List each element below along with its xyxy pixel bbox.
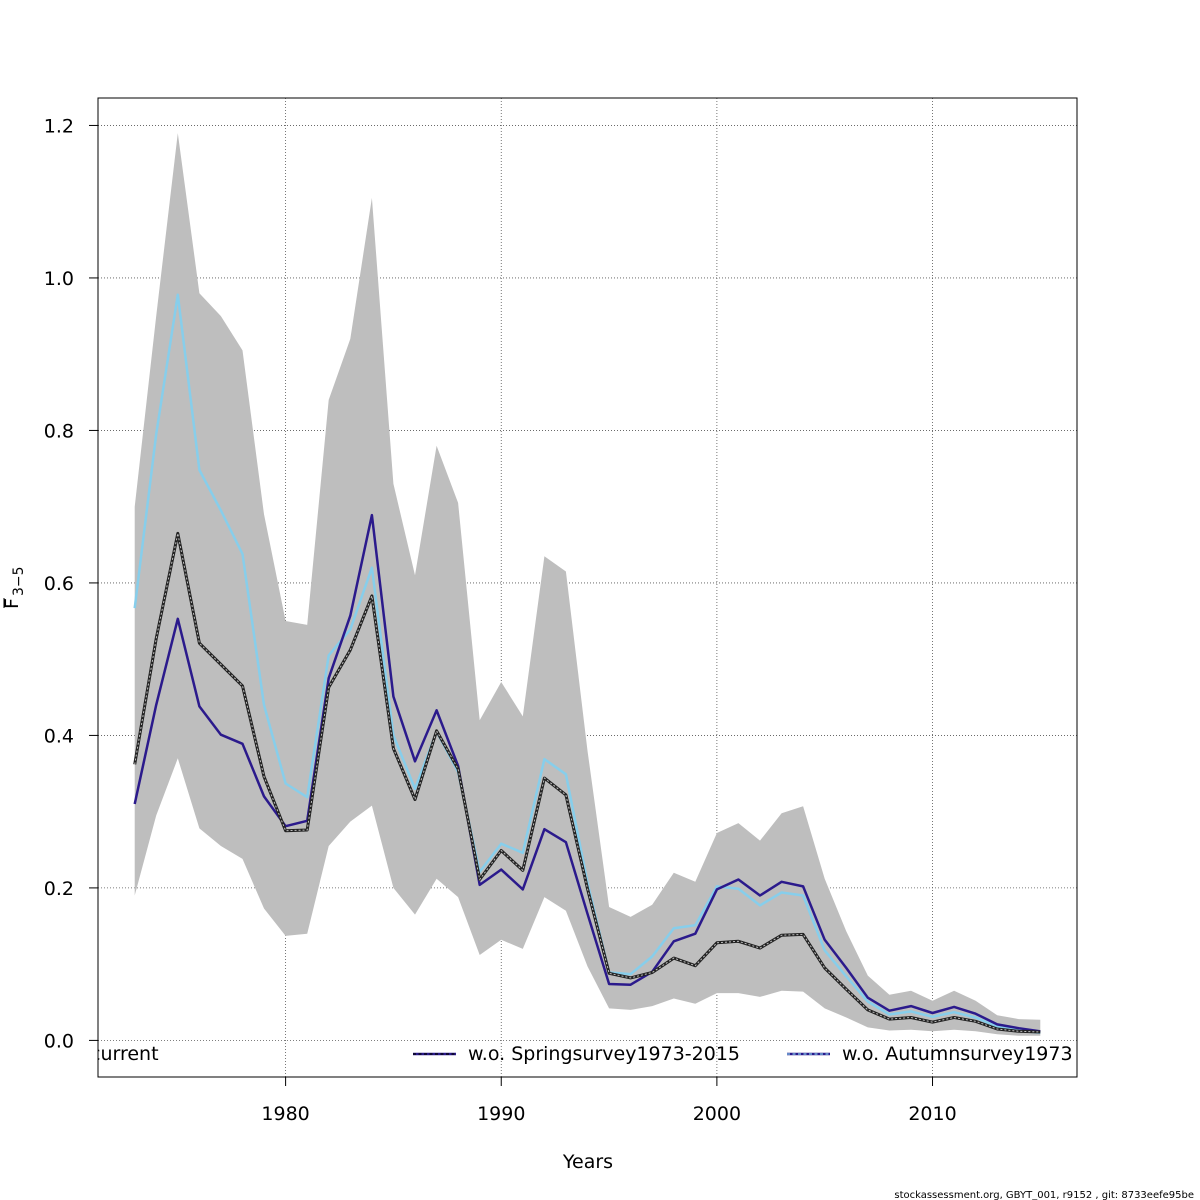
x-tick-label-2010: 2010 xyxy=(908,1103,956,1125)
series-line-current-dash xyxy=(134,533,1041,1033)
series-line-spring xyxy=(133,513,1041,1033)
x-tick-label-2000: 2000 xyxy=(693,1103,741,1125)
y-tick-label-2: 0.4 xyxy=(44,725,74,747)
y-tick-label-6: 1.2 xyxy=(44,115,74,137)
x-tick-label-1990: 1990 xyxy=(477,1103,525,1125)
y-tick-label-1: 0.2 xyxy=(44,878,74,900)
y-tick-label-3: 0.6 xyxy=(44,573,74,595)
legend-entry-current: current xyxy=(90,1043,159,1065)
x-axis: 1980 1990 2000 2010 xyxy=(261,1077,957,1125)
y-axis-title-main: F xyxy=(1,598,23,609)
y-tick-label-5: 1.0 xyxy=(44,268,74,290)
legend-label-current: current xyxy=(90,1043,159,1065)
y-axis-title-sub: 3−5 xyxy=(11,566,27,596)
confidence-band-layer xyxy=(134,133,1041,1036)
y-axis-title: F 3−5 xyxy=(1,566,27,609)
footer-credit: stockassessment.org, GBYT_001, r9152 , g… xyxy=(894,1190,1194,1200)
legend-label-spring: w.o. Springsurvey1973-2015 xyxy=(468,1043,740,1065)
x-axis-title: Years xyxy=(562,1151,613,1173)
legend-entry-autumn: w.o. Autumnsurvey1973 xyxy=(787,1043,1073,1065)
confidence-band xyxy=(134,133,1041,1036)
y-tick-label-0: 0.0 xyxy=(44,1030,74,1052)
series-layer xyxy=(133,293,1041,1035)
y-axis: 0.0 0.2 0.4 0.6 0.8 1.0 1.2 xyxy=(44,115,98,1052)
legend-entry-spring: w.o. Springsurvey1973-2015 xyxy=(413,1043,740,1065)
x-tick-label-1980: 1980 xyxy=(261,1103,309,1125)
plot-frame xyxy=(97,97,1078,1078)
y-tick-label-4: 0.8 xyxy=(44,420,74,442)
legend-label-autumn: w.o. Autumnsurvey1973 xyxy=(842,1043,1073,1065)
legend: current w.o. Springsurvey1973-2015 w.o. … xyxy=(90,1043,1073,1065)
